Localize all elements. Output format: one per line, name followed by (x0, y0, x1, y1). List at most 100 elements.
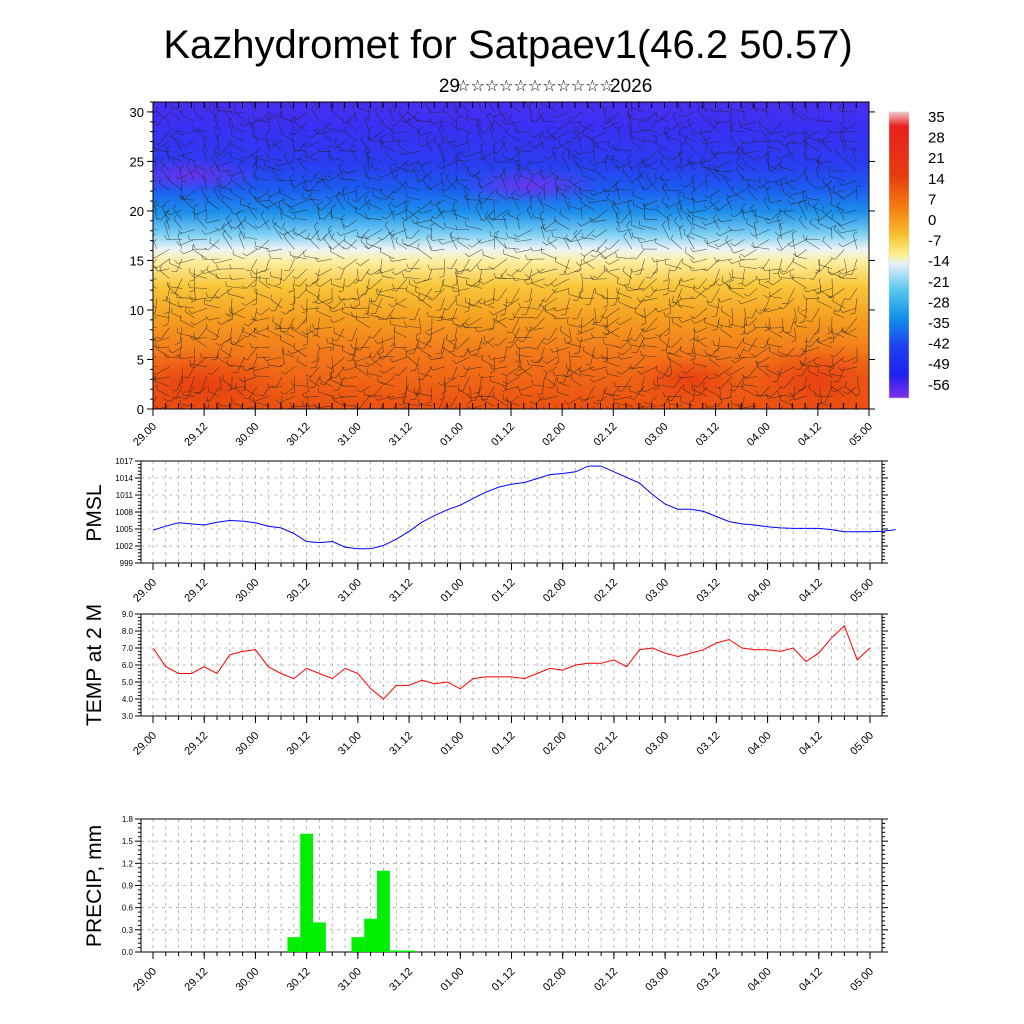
wind-barb (656, 370, 670, 377)
wind-barb-feather (630, 405, 634, 409)
wind-barb-feather (305, 237, 311, 241)
wind-barb (339, 178, 358, 181)
wind-barb-feather (217, 321, 222, 325)
wind-barb (591, 131, 608, 140)
wind-barb-feather (381, 119, 384, 125)
x-tick-label: 01.12 (490, 577, 518, 605)
wind-barb-feather (388, 106, 393, 111)
wind-barb (618, 301, 633, 309)
wind-barb-feather (451, 287, 455, 292)
wind-barb-feather (665, 203, 670, 208)
wind-barb (397, 145, 408, 152)
wind-barb (370, 268, 383, 276)
wind-barb-feather (473, 284, 479, 287)
wind-barb-feather (784, 208, 786, 214)
wind-barb-feather (543, 182, 549, 185)
wind-barb-feather (494, 277, 500, 279)
wind-barb-feather (833, 225, 837, 230)
wind-barb (534, 395, 545, 405)
wind-barb (642, 405, 658, 408)
wind-barb (373, 327, 383, 339)
wind-barb (203, 174, 208, 191)
wind-barb-feather (234, 383, 237, 389)
wind-barb-feather (806, 320, 812, 322)
wind-barb (194, 164, 208, 172)
wind-barb (153, 385, 158, 387)
wind-barb-feather (742, 331, 748, 335)
wind-barb (577, 165, 595, 172)
wind-barb (391, 317, 408, 319)
wind-barb (683, 233, 695, 240)
wind-barb-feather (775, 181, 779, 186)
wind-barb (170, 137, 183, 142)
wind-barb (563, 238, 570, 250)
wind-barb-feather (416, 131, 421, 136)
wind-barb (451, 258, 458, 269)
wind-barb-feather (586, 198, 590, 203)
wind-barb-feather (532, 212, 534, 218)
wind-barb (455, 118, 458, 132)
wind-barb (290, 199, 308, 208)
wind-barb-feather (721, 275, 724, 281)
wind-barb-feather (662, 293, 668, 296)
wind-barb (748, 337, 758, 352)
wind-barb-feather (653, 119, 659, 123)
wind-barb (747, 188, 758, 201)
wind-barb (482, 190, 495, 204)
wind-barb-feather (635, 273, 641, 275)
wind-barb-feather (143, 276, 144, 281)
wind-barb-feather (153, 264, 158, 269)
wind-barb (483, 254, 495, 260)
wind-barb-feather (190, 321, 195, 326)
wind-barb (414, 307, 420, 320)
wind-barb (721, 280, 733, 289)
x-tick-label: 01.00 (438, 730, 466, 758)
wind-barb (844, 258, 848, 275)
wind-barb (403, 402, 420, 407)
wind-barb-feather (330, 98, 334, 101)
wind-barb-feather (328, 175, 333, 180)
wind-barb-feather (477, 156, 482, 161)
wind-barb-feather (361, 294, 367, 296)
wind-barb (671, 121, 683, 131)
wind-barb (768, 395, 783, 399)
wind-barb (497, 288, 508, 301)
wind-barb-feather (803, 287, 807, 293)
wind-barb-feather (244, 216, 247, 222)
wind-barb-feather (840, 121, 845, 125)
wind-barb (475, 173, 483, 191)
wind-barb-feather (418, 143, 423, 147)
wind-barb (389, 166, 395, 181)
wind-barb-feather (267, 143, 272, 147)
x-tick-label: 31.00 (336, 730, 364, 758)
wind-barb (409, 258, 420, 273)
wind-barb-feather (492, 392, 495, 398)
wind-barb-feather (283, 232, 287, 237)
wind-barb-feather (472, 353, 478, 355)
wind-barb (291, 119, 295, 132)
wind-barb (632, 236, 645, 240)
wind-barb (554, 374, 570, 377)
wind-barb (306, 156, 320, 162)
wind-barb-feather (730, 123, 735, 127)
wind-barb (296, 248, 308, 259)
wind-barb (596, 102, 608, 113)
wind-barb-feather (713, 117, 717, 123)
wind-barb-feather (209, 237, 212, 243)
wind-barb-feather (669, 351, 674, 355)
wind-barb-feather (354, 406, 360, 409)
wind-barb (766, 307, 783, 313)
wind-barb (529, 288, 533, 301)
wind-barb-feather (573, 352, 579, 355)
wind-barb (691, 388, 708, 397)
cold-core-left (153, 157, 260, 193)
wind-barb-feather (205, 399, 211, 402)
wind-barb (323, 209, 333, 220)
wind-barb (716, 172, 733, 181)
colorbar-label: -21 (928, 274, 950, 291)
wind-barb (580, 121, 595, 134)
wind-barb (309, 330, 320, 338)
wind-barb (395, 241, 408, 250)
wind-barb (383, 366, 395, 374)
wind-barb (600, 386, 608, 401)
